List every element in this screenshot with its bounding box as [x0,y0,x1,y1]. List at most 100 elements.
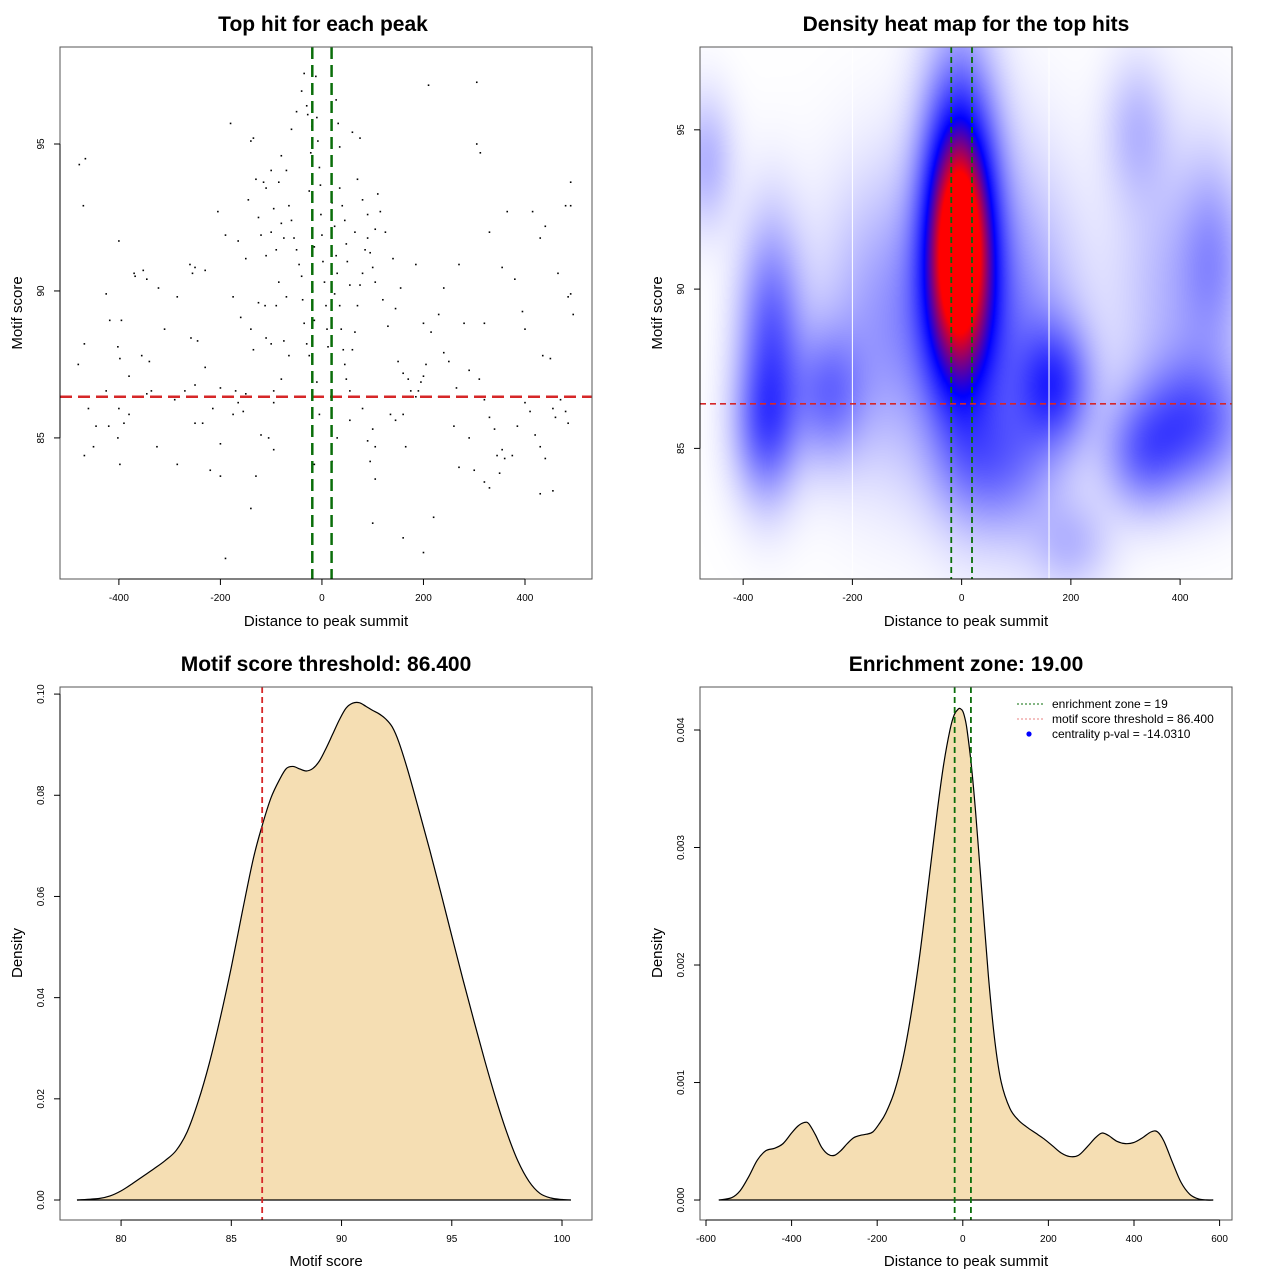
panel-score-density: Motif score threshold: 86.400 Motif scor… [9,653,593,1270]
data-point [488,231,491,233]
data-point [270,231,272,233]
data-point [569,293,572,295]
data-point [105,390,107,392]
density-curve [718,707,1214,1201]
data-point [539,237,542,239]
data-point [257,301,260,304]
y-tick-label: 0.02 [36,1089,47,1109]
data-point [564,410,567,413]
data-point [371,266,374,269]
y-tick-label: 0.10 [36,684,47,704]
data-point [250,328,252,330]
data-point [422,322,425,325]
data-point [255,475,257,477]
data-point [316,116,318,119]
data-point [267,437,270,439]
data-point [335,254,337,257]
data-point [374,281,377,283]
data-point [280,154,283,157]
y-axis-label: Motif score [9,276,26,349]
data-point [176,296,179,298]
data-point [458,466,460,469]
legend-marker-centrality [1026,731,1032,737]
data-point [448,360,450,363]
x-tick-label: -600 [696,1234,716,1245]
data-point [194,422,196,425]
data-point [305,104,308,107]
density-area [718,708,1214,1201]
data-point [569,204,572,207]
data-point [219,442,222,445]
data-point [453,425,455,427]
data-point [308,190,311,192]
data-point [387,325,389,328]
data-point [224,557,227,560]
data-point [265,254,267,257]
data-point [336,437,338,439]
data-point [404,445,407,448]
x-tick-label: -200 [867,1234,887,1245]
data-point [552,407,554,410]
data-point [191,272,194,275]
data-point [333,293,336,295]
data-point [120,319,123,322]
data-point [349,419,351,422]
data-point [501,266,503,269]
data-point [488,416,491,419]
data-point [442,287,445,289]
data-point [189,263,191,266]
data-point [394,307,397,310]
y-tick-label: 0.004 [676,717,687,742]
data-point [493,428,496,430]
heatmap-image [700,47,1232,579]
data-point [87,407,90,410]
data-point [356,304,359,307]
data-point [345,378,348,380]
data-point [194,384,196,386]
data-point [559,398,562,401]
data-point [275,249,278,251]
data-point [285,296,288,298]
data-point [84,157,87,160]
y-tick-label: 85 [676,442,687,454]
data-point [313,246,316,248]
data-point [325,304,327,307]
data-point [232,413,234,416]
x-tick-label: 95 [446,1234,458,1245]
y-axis-label: Density [9,927,26,978]
data-point [295,249,298,251]
x-axis-label: Motif score [289,1253,362,1270]
data-point [272,401,275,404]
data-point [458,263,460,266]
data-point [572,313,575,316]
data-point [409,390,412,392]
data-point [340,328,343,330]
data-point [506,210,509,213]
x-tick-label: -400 [733,593,753,604]
data-point [359,137,361,139]
legend-label-centrality: centrality p-val = -14.0310 [1052,727,1191,741]
x-tick-label: 200 [1040,1234,1057,1245]
data-point [430,331,432,333]
data-point [290,128,293,131]
data-point [425,363,427,366]
data-point [264,304,266,307]
data-point [78,163,81,166]
data-point [343,363,346,366]
x-tick-label: -200 [842,593,862,604]
density-area [76,702,571,1201]
data-point [265,187,267,189]
x-tick-label: 85 [226,1234,238,1245]
data-point [345,243,348,245]
data-point [280,222,283,225]
data-point [361,272,364,275]
data-point [473,469,476,472]
x-axis-label: Distance to peak summit [244,613,409,630]
data-point [239,316,242,319]
data-point [442,351,445,354]
data-point [176,463,179,466]
data-point [539,492,542,495]
data-point [488,487,491,489]
data-point [92,445,95,448]
